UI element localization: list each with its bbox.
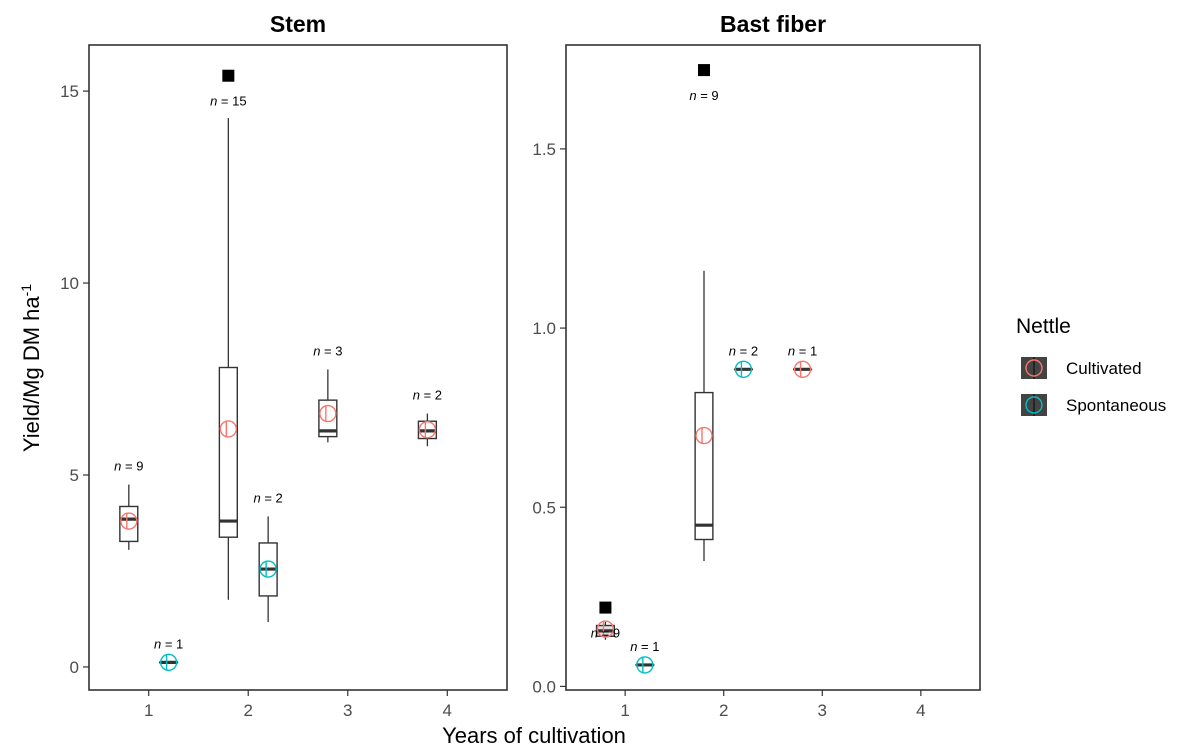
legend-title: Nettle [1016,315,1071,338]
n-label: n = 9 [689,88,718,103]
panel-2: Bast fiber 0.0 0.5 1.0 1.5 1 2 3 4 n = 9 n = 1 n = … [532,11,981,720]
box-cultivated-year-1: n = 9 [114,459,143,550]
n-label: n = 15 [210,94,247,109]
box [694,391,714,541]
box-cultivated-year-3: n = 3 [313,343,342,443]
x-tick-label: 3 [818,701,827,720]
y-tick-label: 1.0 [532,319,556,338]
mean-point [793,360,812,378]
x-tick-label: 4 [916,701,925,720]
x-axis-title: Years of cultivation [442,723,626,747]
n-label: n = 3 [313,343,342,358]
panel-title: Stem [270,11,326,37]
panel-border [565,44,981,691]
y-tick-label: 1.5 [532,140,556,159]
box [119,505,139,543]
box-spontaneous-year-2: n = 2 [254,490,283,623]
x-tick-label: 4 [443,701,452,720]
x-tick-label: 2 [244,701,253,720]
panel-border [88,44,508,691]
legend: Nettle Cultivated Spontaneous [1016,315,1166,416]
y-tick-label: 0 [70,658,79,677]
legend-label: Spontaneous [1066,396,1166,415]
mean-point [259,560,277,578]
legend-label: Cultivated [1066,359,1142,378]
y-tick-label: 10 [60,274,79,293]
x-tick-label: 2 [719,701,728,720]
outlier-point [599,601,612,614]
outlier-point [698,64,710,77]
y-axis-title: Yield/Mg DM ha-1 [18,284,44,452]
y-tick-label: 0.0 [532,677,556,696]
box-cultivated-year-3: n = 1 [788,343,817,378]
mean-point [319,404,337,423]
panel-title: Bast fiber [720,11,826,37]
box [318,399,338,438]
mean-point [159,653,178,672]
n-label: n = 9 [114,459,143,474]
n-label: n = 1 [630,639,659,654]
n-label: n = 2 [729,343,758,358]
y-tick-label: 0.5 [532,498,556,517]
mean-point [120,512,138,530]
mean-point [636,656,654,674]
box-cultivated-year-2: n = 15 [210,69,247,600]
legend-key-cultivated [1021,357,1047,379]
mean-point [695,426,713,445]
panel-1: Stem 0 5 10 15 1 2 3 4 n = 9 n = 1 n = 15 n = 2 n = 3… [60,11,508,720]
mean-point [219,420,238,438]
box-spontaneous-year-2: n = 2 [729,343,758,378]
legend-key-spontaneous [1021,394,1047,416]
mean-point [596,620,615,638]
n-label: n = 9 [591,626,620,641]
box-spontaneous-year-1: n = 1 [630,639,659,674]
box-cultivated-year-4: n = 2 [413,388,442,447]
x-tick-label: 1 [144,701,153,720]
outlier-point [222,69,235,82]
x-tick-label: 3 [343,701,352,720]
legend-key-circle [1025,396,1043,414]
x-tick-label: 1 [620,701,629,720]
legend-key-circle [1025,359,1043,377]
box-spontaneous-year-1: n = 1 [154,636,183,672]
n-label: n = 1 [788,343,817,358]
mean-point [734,360,753,378]
y-tick-label: 5 [70,466,79,485]
n-label: n = 2 [254,490,283,505]
box-cultivated-year-1: n = 9 [591,601,620,641]
n-label: n = 2 [413,388,442,403]
box-cultivated-year-2: n = 9 [689,64,719,561]
y-tick-label: 15 [60,82,79,101]
box [218,366,238,538]
n-label: n = 1 [154,636,183,651]
mean-point [418,420,437,439]
